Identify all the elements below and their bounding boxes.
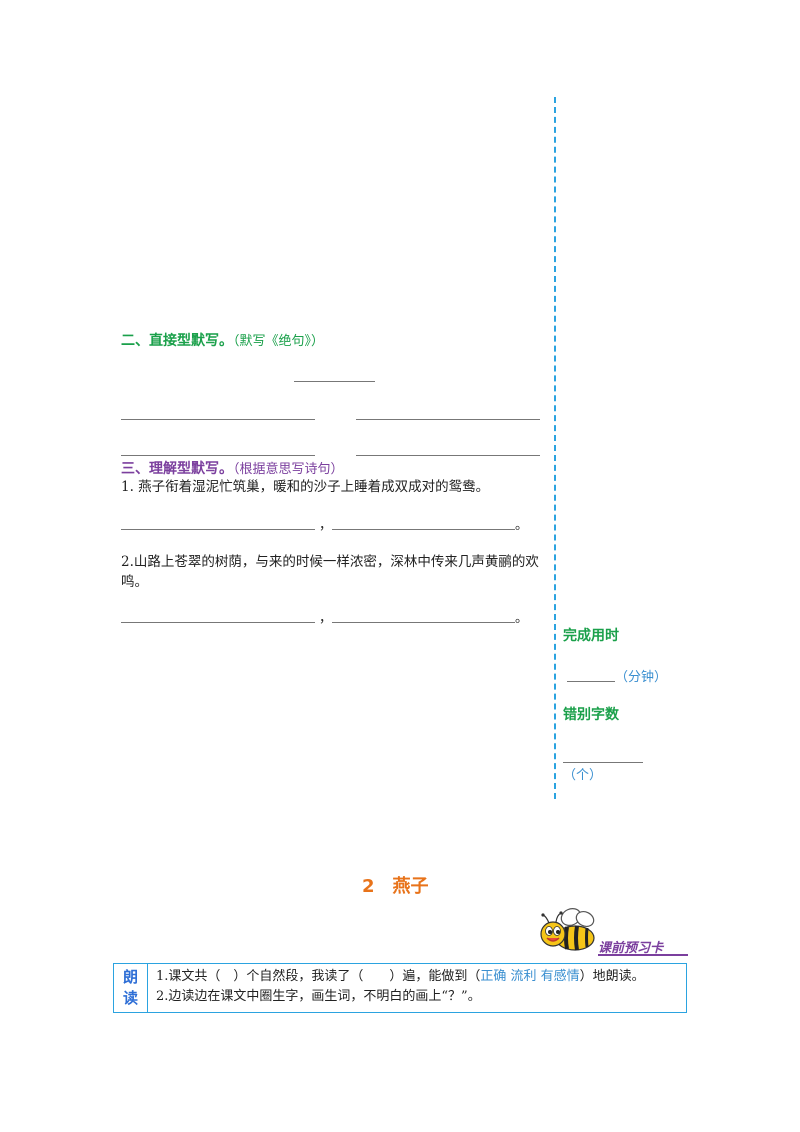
reading-item-1: 1.课文共（ ）个自然段，我读了（ ）遍，能做到（正确 流利 有感情）地朗读。	[156, 967, 678, 987]
reading-item-2: 2.边读边在课文中圈生字，画生词，不明白的画上“？”。	[156, 989, 481, 1004]
question-1-period: 。	[515, 518, 529, 533]
reading-item-1-prefix: 1.课文共（ ）个自然段，我读了（ ）遍，能做到（	[156, 969, 481, 984]
reading-instructions: 1.课文共（ ）个自然段，我读了（ ）遍，能做到（正确 流利 有感情）地朗读。 …	[147, 963, 687, 1013]
poem-line-3-blank[interactable]	[121, 455, 315, 456]
sidebar-divider	[554, 97, 556, 799]
time-label: 完成用时	[563, 628, 619, 644]
bee-icon	[540, 908, 595, 951]
question-2-period: 。	[515, 611, 529, 626]
lesson-title: 2 燕子	[362, 876, 429, 897]
poem-line-2-blank[interactable]	[356, 419, 540, 420]
section2-heading: 二、直接型默写。（默写《绝句》）	[121, 330, 324, 350]
question-2-comma: ，	[319, 611, 333, 626]
section3-heading: 三、理解型默写。（根据意思写诗句）	[121, 458, 344, 478]
reading-card: 朗读 1.课文共（ ）个自然段，我读了（ ）遍，能做到（正确 流利 有感情）地朗…	[113, 963, 687, 1013]
section2-title: 二、直接型默写。	[121, 333, 233, 349]
errors-blank[interactable]	[563, 762, 643, 763]
section2-note: （默写《绝句》）	[233, 334, 325, 349]
time-blank[interactable]	[567, 681, 615, 682]
errors-unit: （个）	[563, 768, 603, 783]
poem-line-1-blank[interactable]	[121, 419, 315, 420]
question-1-blank-a[interactable]	[121, 529, 315, 530]
question-1-comma: ，	[319, 518, 333, 533]
reading-card-row: 朗读 1.课文共（ ）个自然段，我读了（ ）遍，能做到（正确 流利 有感情）地朗…	[113, 963, 687, 1013]
question-2-blank-b[interactable]	[332, 622, 515, 623]
question-2-blank-a[interactable]	[121, 622, 315, 623]
poem-title-blank[interactable]	[294, 381, 375, 382]
reading-item-1-hint: 正确 流利 有感情	[480, 969, 580, 984]
reading-item-1-suffix: ）地朗读。	[579, 969, 645, 984]
section3-note: （根据意思写诗句）	[233, 462, 344, 477]
question-1-text: 1. 燕子衔着湿泥忙筑巢，暖和的沙子上睡着成双成对的鸳鸯。	[121, 479, 490, 495]
time-unit: （分钟）	[615, 670, 668, 685]
question-1-blank-b[interactable]	[332, 529, 515, 530]
reading-heading: 朗读	[113, 963, 148, 1013]
reading-heading-text: 朗读	[123, 968, 139, 1007]
errors-label: 错别字数	[563, 707, 619, 723]
preview-tag-underline	[598, 954, 688, 956]
section3-title: 三、理解型默写。	[121, 461, 233, 477]
question-2-text: 2.山路上苍翠的树荫，与来的时候一样浓密，深林中传来几声黄鹂的欢鸣。	[121, 554, 539, 590]
preview-card-tag: 课前预习卡	[598, 941, 664, 956]
poem-line-4-blank[interactable]	[356, 455, 540, 456]
